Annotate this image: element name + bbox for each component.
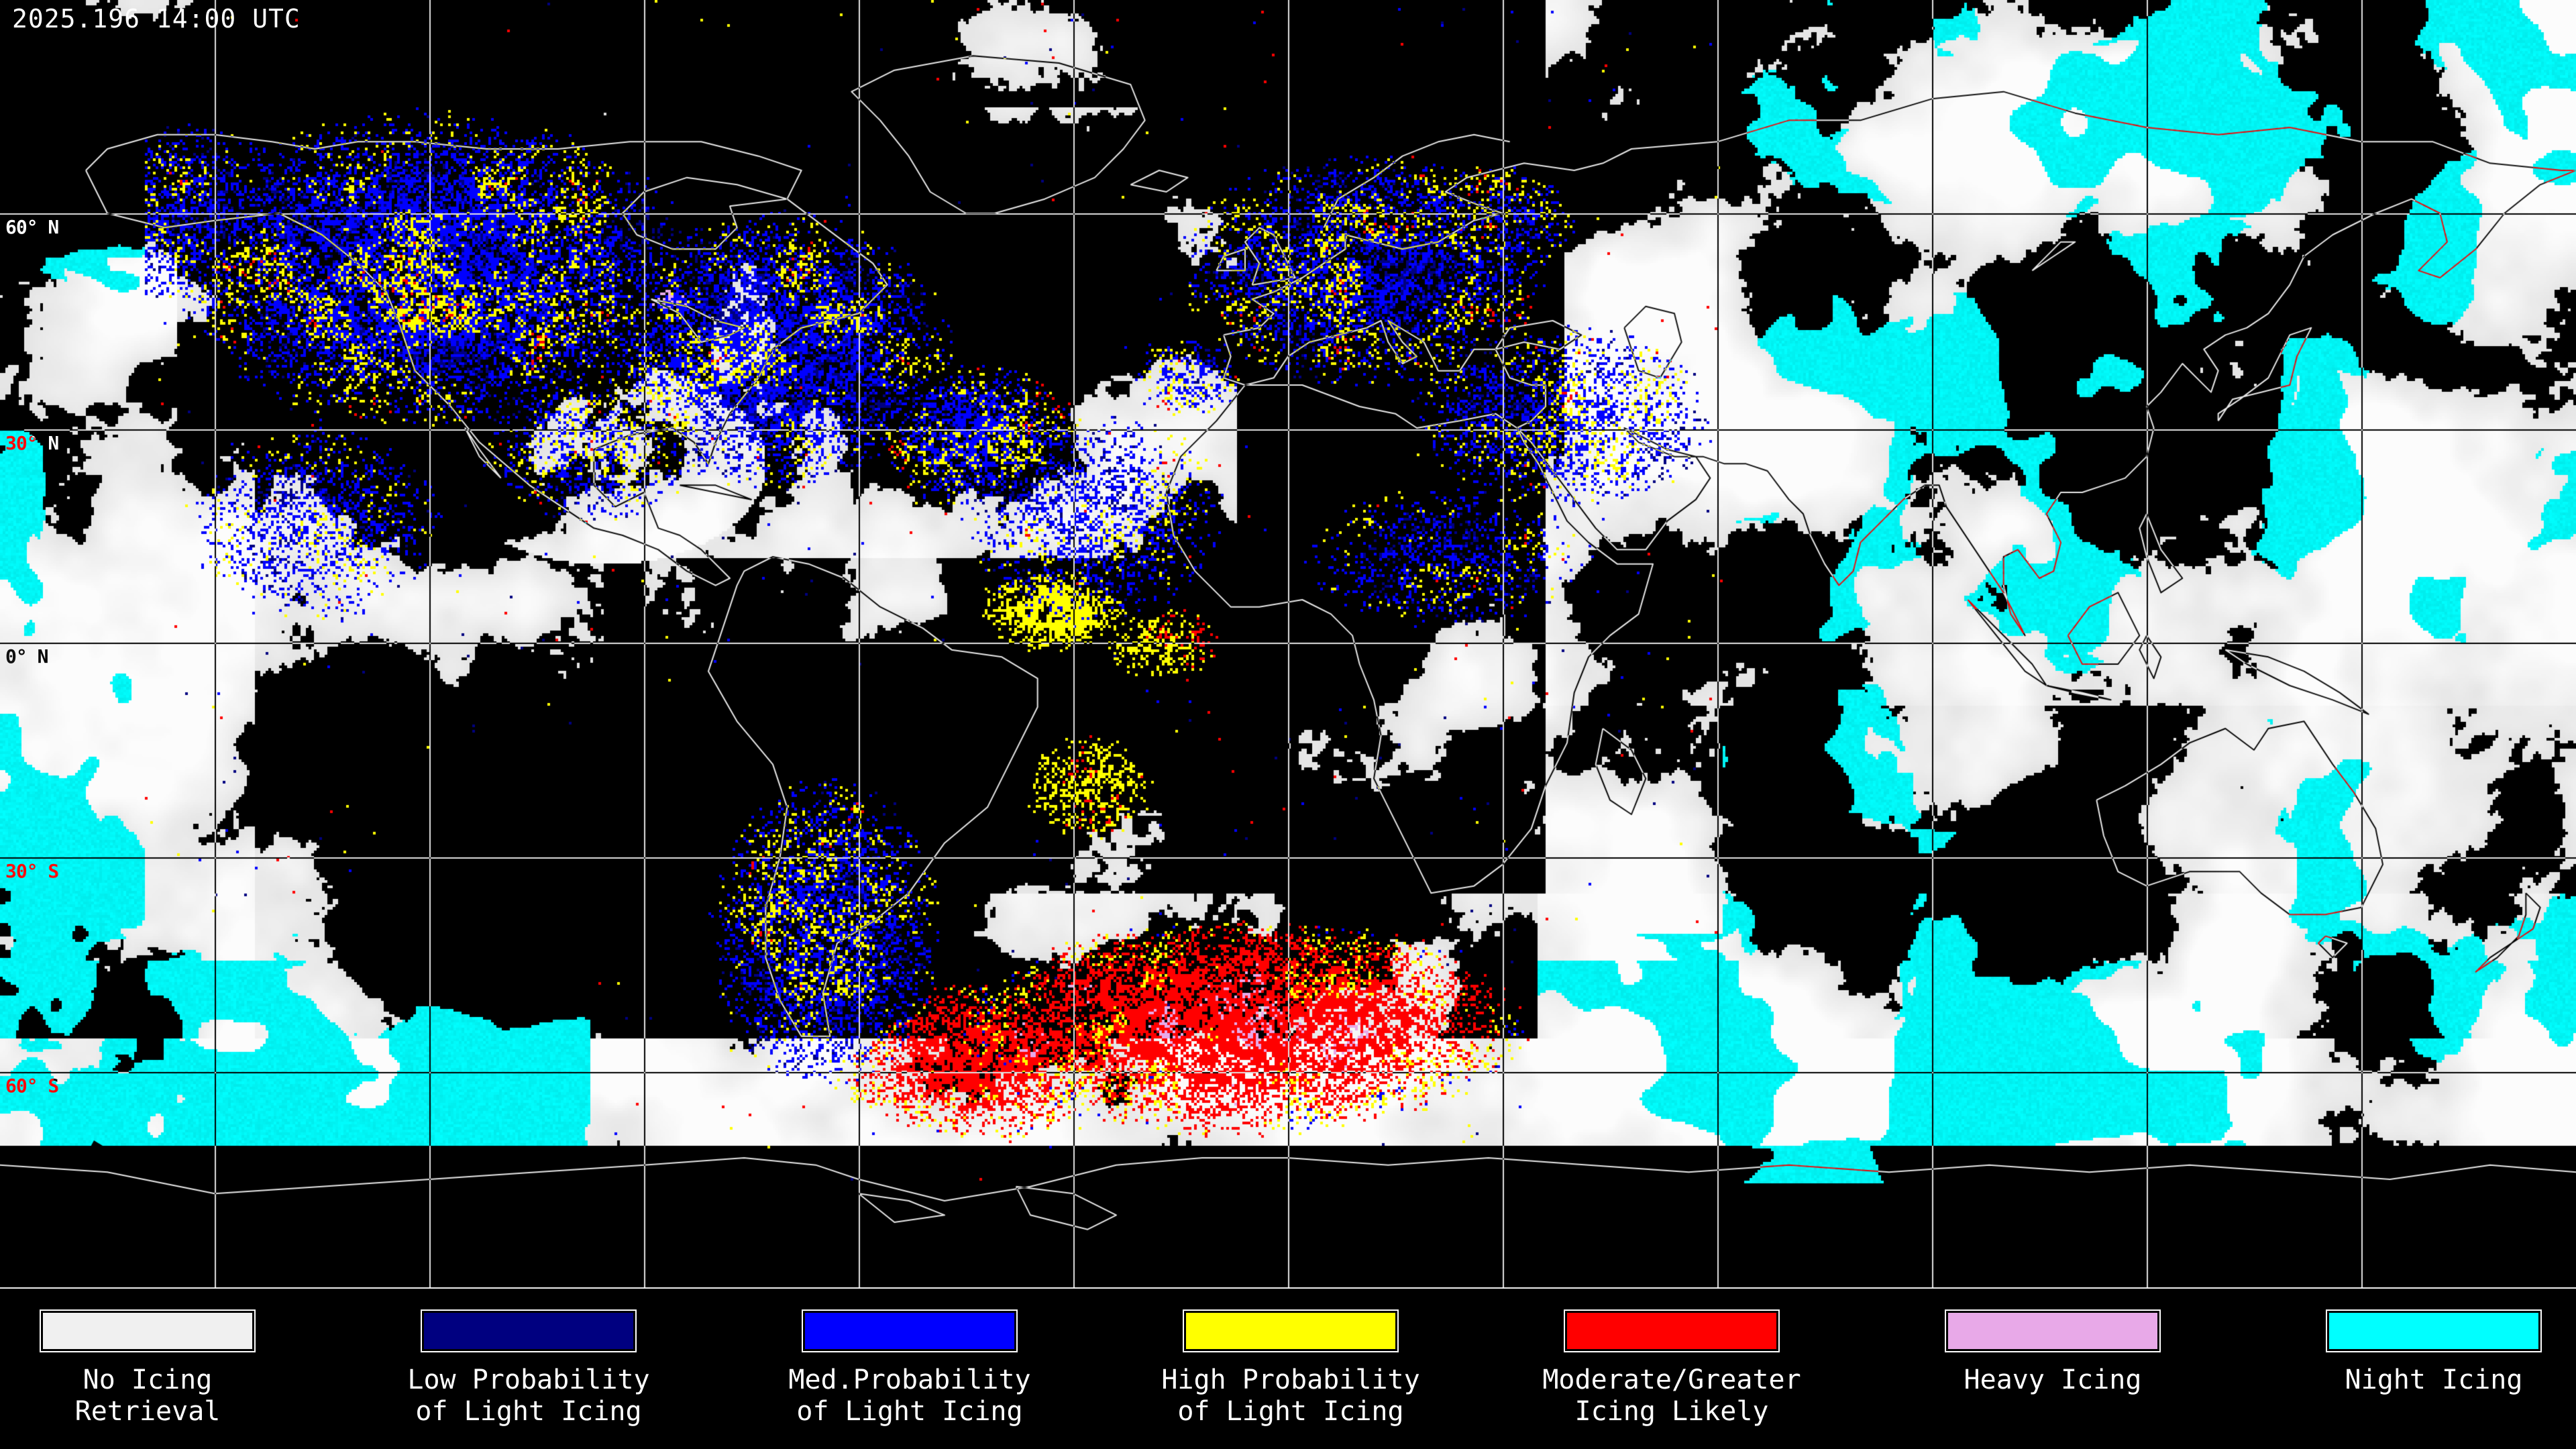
latitude-label-0n: 0° N — [5, 645, 48, 667]
timestamp-label: 2025.196 14:00 UTC — [12, 4, 301, 34]
latitude-label-60n: 60° N — [5, 216, 59, 238]
latitude-label-60s: 60° S — [5, 1075, 59, 1097]
latitude-label-30n: 30° N — [5, 432, 59, 454]
latitude-label-30s: 30° S — [5, 860, 59, 882]
